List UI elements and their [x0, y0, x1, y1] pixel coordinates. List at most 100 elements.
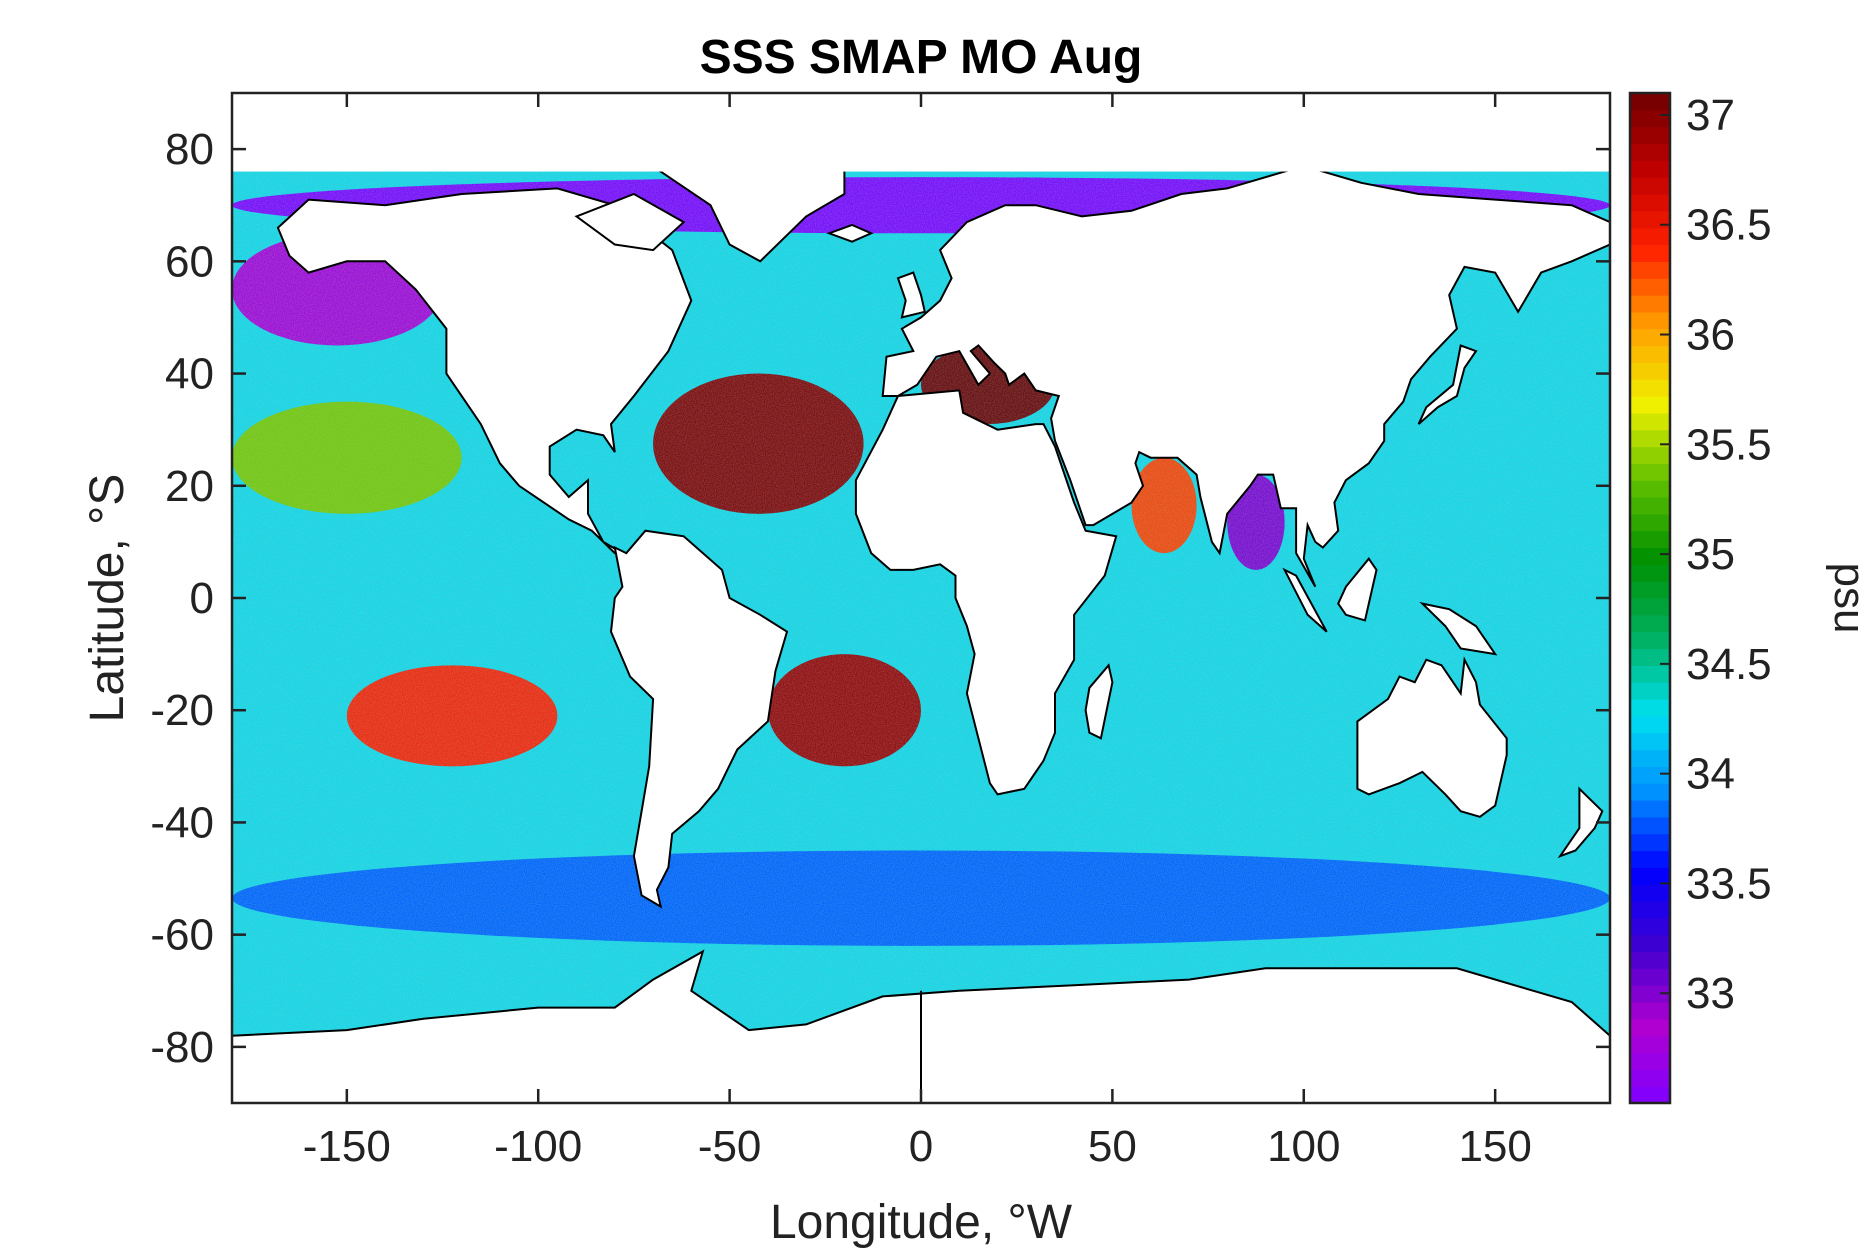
colorbar-segment [1630, 396, 1670, 414]
colorbar-segment [1630, 581, 1670, 599]
land-south-america [609, 529, 789, 909]
colorbar-segment [1630, 1086, 1670, 1104]
colorbar-segment [1630, 429, 1670, 448]
colorbar-tick-label: 34 [1686, 750, 1735, 799]
land-australia [1356, 656, 1508, 818]
y-tick-label: 80 [165, 125, 214, 174]
colorbar-segment [1630, 177, 1670, 195]
colorbar-tick-label: 36.5 [1686, 201, 1772, 250]
colorbar-segment [1630, 564, 1670, 582]
colorbar-segment [1630, 800, 1670, 818]
colorbar-segment [1630, 295, 1670, 313]
land-uk [896, 271, 926, 319]
land-borneo [1337, 557, 1378, 622]
colorbar-segment [1630, 328, 1670, 347]
land-eurasia [881, 164, 1610, 588]
colorbar-segment [1630, 1069, 1670, 1087]
colorbar-segment [1630, 884, 1670, 902]
land-new-guinea [1419, 601, 1498, 656]
land-sumatra [1282, 567, 1328, 633]
colorbar-segment [1630, 227, 1670, 246]
y-tick-label: 0 [190, 574, 214, 623]
colorbar-segment [1630, 1052, 1670, 1070]
land-baffin-archipelago [574, 192, 686, 252]
colorbar-segment [1630, 732, 1670, 751]
x-tick-label: -150 [303, 1122, 391, 1171]
colorbar-label: psu [1825, 563, 1874, 634]
colorbar-segment [1630, 513, 1670, 532]
colorbar-tick-label: 33.5 [1686, 859, 1772, 908]
y-tick-label: 60 [165, 237, 214, 286]
colorbar: 37 36.5 36 35.5 35 34.5 34 33.5 33 [1628, 91, 1772, 1105]
colorbar-segment [1630, 968, 1670, 986]
colorbar-segment [1630, 749, 1670, 767]
colorbar-segment [1630, 345, 1670, 363]
colorbar-segment [1630, 160, 1670, 178]
land-masses [232, 93, 1610, 1103]
y-tick-label: -40 [150, 798, 214, 847]
y-axis-label: Latitude, °S [81, 474, 134, 723]
y-tick-label: -60 [150, 911, 214, 960]
colorbar-tick-label: 35 [1686, 530, 1735, 579]
colorbar-segment [1630, 816, 1670, 835]
land-africa [854, 389, 1118, 796]
colorbar-segment [1630, 850, 1670, 868]
colorbar-segment [1630, 93, 1670, 111]
colorbar-segment [1630, 446, 1670, 464]
colorbar-segment [1630, 766, 1670, 784]
colorbar-segment [1630, 547, 1670, 565]
colorbar-segment [1630, 362, 1670, 380]
x-tick-label: -50 [698, 1122, 762, 1171]
colorbar-segment [1630, 901, 1670, 919]
x-axis-ticks: -150 -100 -50 0 50 100 150 [303, 93, 1532, 1171]
colorbar-segment [1630, 917, 1670, 936]
x-tick-label: -100 [494, 1122, 582, 1171]
colorbar-segment [1630, 715, 1670, 734]
colorbar-segment [1630, 833, 1670, 852]
colorbar-segment [1630, 412, 1670, 431]
colorbar-segment [1630, 665, 1670, 683]
colorbar-segment [1630, 126, 1670, 145]
colorbar-segment [1630, 631, 1670, 650]
colorbar-frame [1628, 91, 1672, 1105]
colorbar-segment [1630, 311, 1670, 330]
colorbar-segment [1630, 867, 1670, 885]
colorbar-segment [1630, 1002, 1670, 1020]
y-tick-label: -20 [150, 686, 214, 735]
colorbar-segment [1630, 699, 1670, 717]
x-tick-label: 150 [1458, 1122, 1531, 1171]
colorbar-segment [1630, 614, 1670, 633]
colorbar-segment [1630, 530, 1670, 549]
land-new-zealand [1557, 786, 1604, 859]
colorbar-tick-label: 33 [1686, 969, 1735, 1018]
chart-title: SSS SMAP MO Aug [700, 31, 1143, 84]
colorbar-segment [1630, 1018, 1670, 1037]
colorbar-segment [1630, 682, 1670, 700]
colorbar-segment [1630, 379, 1670, 397]
colorbar-segment [1630, 951, 1670, 969]
y-tick-label: 40 [165, 350, 214, 399]
colorbar-segment [1630, 497, 1670, 515]
colorbar-segment [1630, 598, 1670, 616]
colorbar-tick-label: 34.5 [1686, 640, 1772, 689]
colorbar-segment [1630, 109, 1670, 128]
x-tick-label: 100 [1267, 1122, 1340, 1171]
colorbar-segment [1630, 934, 1670, 953]
colorbar-segment [1630, 143, 1670, 161]
colorbar-segment [1630, 194, 1670, 212]
colorbar-segment [1630, 480, 1670, 498]
colorbar-segment [1630, 1035, 1670, 1054]
colorbar-segment [1630, 244, 1670, 262]
map-area [232, 93, 1610, 1103]
colorbar-segment [1630, 783, 1670, 801]
x-axis-label: Longitude, °W [770, 1196, 1073, 1249]
y-tick-label: -80 [150, 1023, 214, 1072]
land-japan [1417, 344, 1478, 425]
colorbar-segment [1630, 648, 1670, 666]
colorbar-tick-label: 35.5 [1686, 420, 1772, 469]
colorbar-segment [1630, 985, 1670, 1003]
x-tick-label: 0 [909, 1122, 933, 1171]
colorbar-tick-label: 37 [1686, 91, 1735, 140]
